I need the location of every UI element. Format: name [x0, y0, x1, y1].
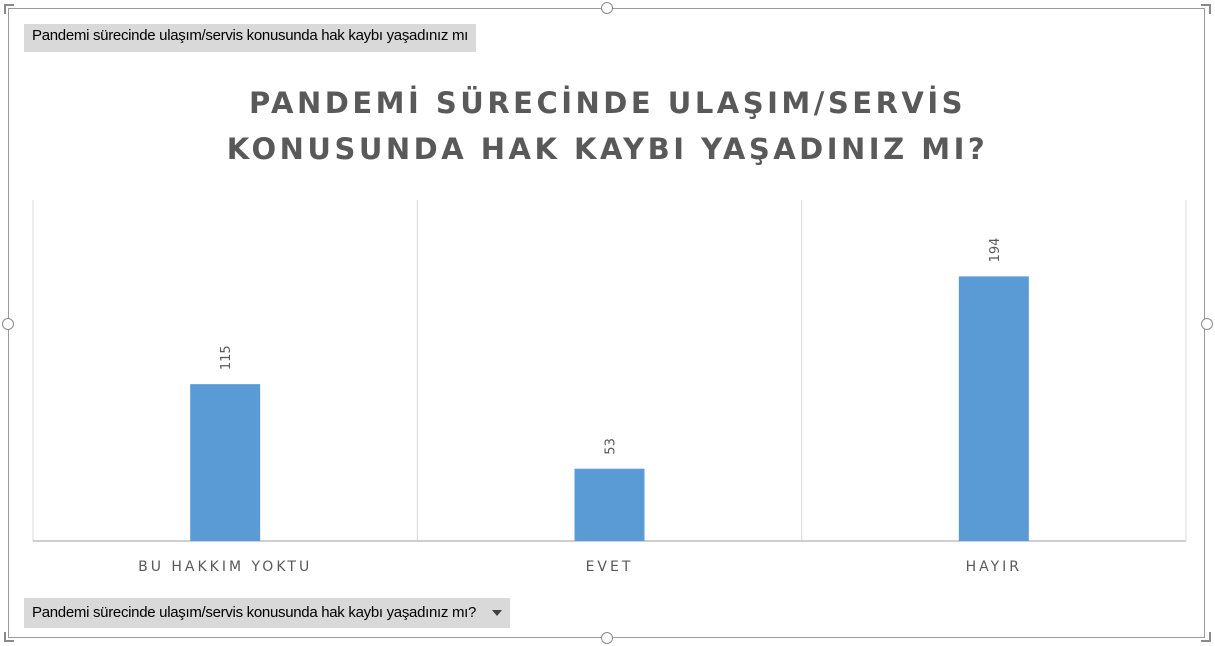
x-tick-label: HAYIR	[966, 559, 1022, 575]
resize-handle-bottom-left[interactable]	[4, 632, 14, 642]
chart-title: PANDEMİ SÜRECİNDE ULAŞIM/SERVİS KONUSUND…	[0, 80, 1215, 172]
data-label: 115	[219, 345, 234, 370]
resize-handle-top[interactable]	[601, 2, 613, 14]
resize-handle-bottom[interactable]	[601, 632, 613, 644]
x-tick-label: BU HAKKIM YOKTU	[138, 559, 312, 575]
bar-hayir[interactable]	[958, 276, 1029, 541]
resize-handle-right[interactable]	[1201, 318, 1213, 330]
axis-field-label: Pandemi sürecinde ulaşım/servis konusund…	[32, 604, 477, 621]
filter-field-label: Pandemi sürecinde ulaşım/servis konusund…	[32, 27, 469, 44]
data-label: 53	[604, 438, 619, 455]
bar-bu-hakkim-yoktu[interactable]	[190, 384, 261, 541]
x-tick-label: EVET	[586, 559, 634, 575]
resize-handle-top-left[interactable]	[4, 4, 14, 14]
resize-handle-top-right[interactable]	[1201, 4, 1211, 14]
chart-title-line-1: PANDEMİ SÜRECİNDE ULAŞIM/SERVİS	[248, 86, 967, 120]
filter-field-button[interactable]: Pandemi sürecinde ulaşım/servis konusund…	[24, 24, 477, 52]
dropdown-arrow-icon[interactable]	[492, 610, 503, 616]
resize-handle-bottom-right[interactable]	[1201, 632, 1211, 642]
data-label: 194	[988, 238, 1003, 263]
resize-handle-left[interactable]	[2, 318, 14, 330]
axis-field-button[interactable]: Pandemi sürecinde ulaşım/servis konusund…	[24, 598, 511, 628]
bar-evet[interactable]	[574, 468, 645, 541]
chart-title-line-2: KONUSUNDA HAK KAYBI YAŞADINIZ MI?	[226, 132, 989, 166]
